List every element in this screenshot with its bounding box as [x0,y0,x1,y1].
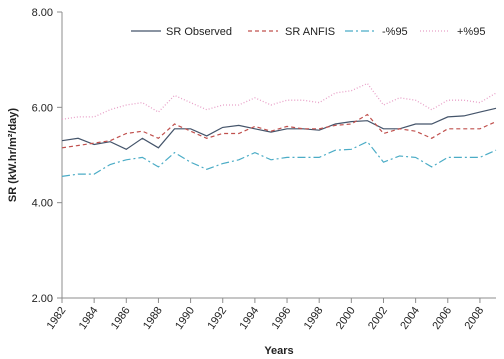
series-line-3 [61,140,497,177]
y-tick-label: 4.00 [32,198,53,210]
x-tick-label: 1998 [302,305,326,332]
series-line-4 [61,82,497,120]
x-tick-label: 2004 [398,305,422,332]
x-tick-label: 1982 [45,305,69,332]
x-tick-label: 1986 [109,305,133,332]
x-tick-label: 1988 [141,305,165,332]
x-tick-label: 2000 [334,305,358,332]
x-tick-label: 1984 [77,305,101,332]
x-tick-label: 2002 [366,305,390,332]
y-tick-label: 6.00 [32,102,53,114]
series-line-1 [61,107,497,150]
legend-label-2: SR ANFIS [285,26,335,38]
legend-label-4: +%95 [457,26,485,38]
x-tick-label: 1992 [205,305,229,332]
legend: SR Observed SR ANFIS -%95 +%95 [131,26,485,38]
x-tick-label: 1996 [270,305,294,332]
y-tick-label: 8.00 [32,7,53,19]
x-tick-label: 1994 [237,305,261,332]
legend-label-1: SR Observed [166,26,232,38]
y-axis-title: SR (kW.hr/m²/day) [7,108,19,202]
x-tick-label: 2006 [430,305,454,332]
x-axis: 1982 1984 1986 1988 1990 1992 1994 1996 1998 2000… [45,298,487,332]
legend-label-3: -%95 [382,26,408,38]
x-axis-title: Years [264,345,293,357]
series-line-2 [61,113,497,149]
y-tick-label: 2.00 [32,293,53,305]
plot-area [61,12,496,299]
x-tick-label: 1990 [173,305,197,332]
series-layer [61,82,497,177]
y-axis: 2.00 4.00 6.00 8.00 [32,7,62,305]
x-tick-label: 2008 [463,305,487,332]
